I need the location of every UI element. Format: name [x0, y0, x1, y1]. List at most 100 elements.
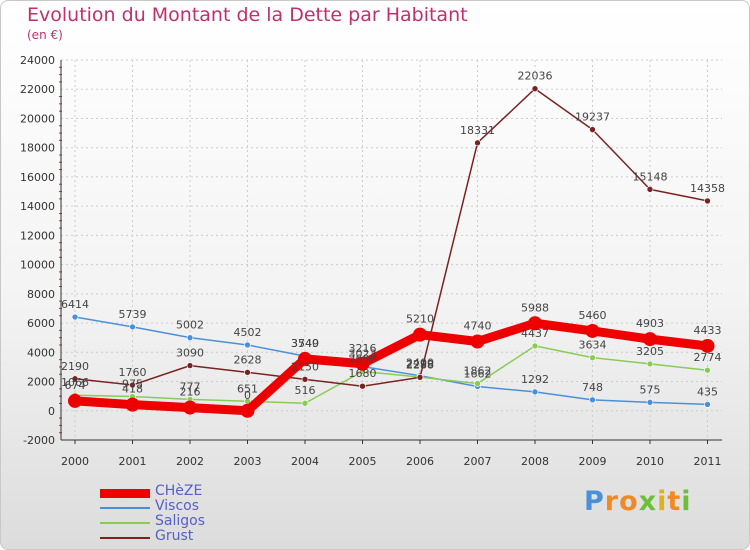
- data-label: 4433: [694, 324, 722, 337]
- legend-swatch: [100, 507, 150, 509]
- y-tick-label: -2000: [23, 434, 55, 447]
- data-point: [589, 126, 596, 133]
- data-point: [704, 366, 711, 374]
- x-tick-label: 2005: [349, 455, 377, 468]
- y-tick-label: 18000: [20, 142, 55, 155]
- data-label: 22036: [518, 70, 553, 83]
- x-tick-label: 2004: [291, 455, 319, 468]
- data-label: 1662: [464, 367, 492, 380]
- data-label: 418: [122, 383, 143, 396]
- legend-item: Viscos: [100, 498, 300, 515]
- data-label: 14358: [690, 182, 725, 195]
- y-tick-label: 4000: [27, 346, 55, 359]
- data-label: 0: [244, 389, 251, 402]
- x-tick-label: 2000: [61, 455, 89, 468]
- data-label: 1066: [61, 376, 89, 389]
- logo-letter: x: [638, 486, 658, 517]
- data-label: 1680: [349, 367, 377, 380]
- logo-letter: P: [584, 486, 605, 517]
- data-point: [359, 382, 366, 390]
- data-label: 18331: [460, 124, 495, 137]
- data-point: [528, 316, 542, 331]
- data-point: [355, 356, 370, 371]
- legend-swatch: [100, 488, 150, 498]
- legend-swatch: [100, 522, 150, 524]
- data-point: [531, 342, 539, 350]
- data-point: [589, 354, 596, 361]
- data-label: 4502: [234, 326, 262, 339]
- data-point: [244, 341, 251, 349]
- data-label: 5460: [579, 309, 607, 322]
- data-label: 748: [582, 381, 603, 394]
- data-point: [125, 397, 140, 412]
- data-point: [186, 334, 194, 341]
- data-point: [700, 338, 715, 353]
- data-point: [301, 376, 309, 383]
- logo-letter: o: [619, 486, 639, 517]
- data-label: 15148: [633, 170, 668, 183]
- data-point: [470, 334, 485, 349]
- data-label: 1862: [464, 365, 492, 378]
- x-tick-label: 2009: [579, 455, 607, 468]
- data-label: 3216: [349, 342, 377, 355]
- data-label: 19237: [575, 111, 610, 124]
- data-point: [416, 374, 424, 381]
- data-label: 2400: [406, 357, 434, 370]
- data-label: 575: [640, 383, 661, 396]
- data-label: 435: [697, 385, 718, 398]
- data-label: 674: [65, 379, 86, 392]
- x-tick-label: 2003: [234, 455, 262, 468]
- legend-label: CHèZE: [155, 483, 203, 499]
- data-point: [589, 396, 596, 404]
- data-label: 216: [180, 386, 201, 399]
- data-point: [646, 186, 654, 193]
- data-label: 3549: [291, 337, 319, 350]
- legend-item: Grust: [100, 528, 300, 545]
- data-label: 516: [295, 384, 316, 397]
- y-tick-label: 6000: [27, 317, 55, 330]
- x-tick-label: 2010: [636, 455, 664, 468]
- series-line: [74, 345, 709, 404]
- x-tick-label: 2008: [521, 455, 549, 468]
- data-label: 3023: [349, 348, 377, 361]
- y-tick-label: 22000: [20, 83, 55, 96]
- y-tick-label: 24000: [20, 54, 55, 67]
- y-tick-label: 0: [48, 405, 55, 418]
- y-tick-label: 16000: [20, 171, 55, 184]
- y-tick-label: 8000: [27, 288, 55, 301]
- data-point: [240, 403, 255, 418]
- data-point: [298, 351, 312, 366]
- chart-subtitle: (en €): [27, 28, 63, 42]
- logo-letter: r: [604, 486, 620, 517]
- data-point: [646, 399, 654, 406]
- data-label: 5988: [521, 301, 549, 314]
- x-tick-label: 2006: [406, 455, 434, 468]
- x-tick-label: 2007: [464, 455, 492, 468]
- data-label: 2628: [234, 353, 262, 366]
- data-label: 3205: [636, 345, 664, 358]
- data-label: 3090: [176, 347, 204, 360]
- y-tick-label: 14000: [20, 200, 55, 213]
- data-point: [474, 380, 481, 387]
- data-point: [531, 388, 539, 396]
- data-label: 1760: [119, 366, 147, 379]
- data-point: [71, 375, 79, 383]
- x-tick-label: 2002: [176, 455, 204, 468]
- data-point: [646, 360, 654, 368]
- data-point: [704, 197, 711, 205]
- data-label: 4903: [636, 317, 664, 330]
- x-tick-label: 2001: [119, 455, 147, 468]
- y-tick-label: 10000: [20, 259, 55, 272]
- legend-item: CHèZE: [100, 483, 300, 500]
- data-label: 777: [180, 380, 201, 393]
- data-label: 4437: [521, 327, 549, 340]
- logo-letter: t: [667, 486, 682, 517]
- data-label: 3740: [291, 337, 319, 350]
- y-tick-label: 2000: [27, 376, 55, 389]
- data-label: 2690: [349, 352, 377, 365]
- logo-letter: i: [681, 486, 692, 517]
- logo-letter: i: [657, 486, 668, 517]
- legend-label: Viscos: [155, 498, 200, 514]
- data-label: 651: [237, 382, 258, 395]
